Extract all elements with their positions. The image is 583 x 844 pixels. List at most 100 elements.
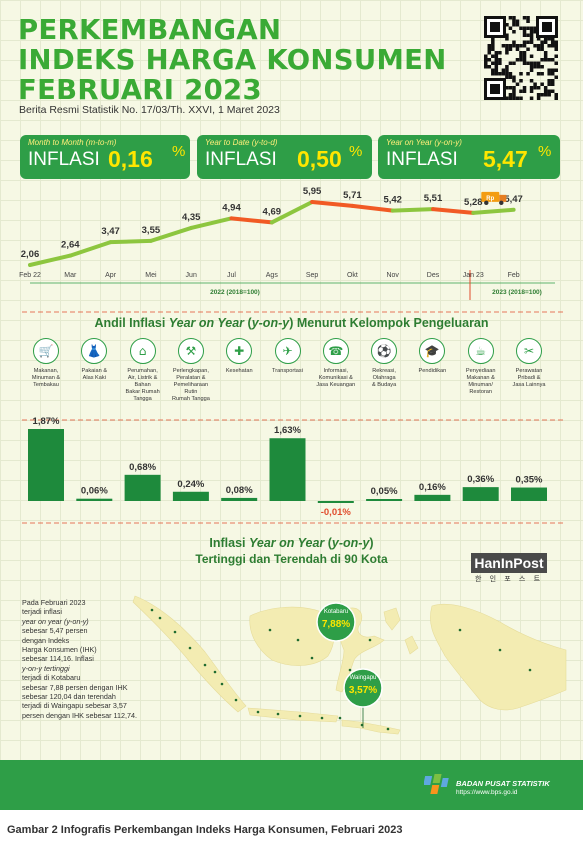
title-part: ) Menurut Kelompok Pengeluaran [289,316,489,330]
category-item: ☎ Informasi, Komunikasi & Jasa Keuangan [314,338,358,389]
bar [172,491,209,501]
highest-city-name: Kotabaru [324,609,348,615]
point-label: 4,94 [222,202,241,213]
bar [76,498,113,501]
paragraph-line: terjadi inflasi [22,607,62,617]
bar [462,487,499,501]
box-value: 5,47 [483,146,528,172]
category-label: Transportasi [272,368,303,374]
x-tick-label: Jan 23 [463,272,484,279]
paragraph-line: Pada Februari 2023 [22,598,86,607]
point-label: 5,47 [504,194,523,205]
smartphone-icon: ☎ [322,338,349,364]
inflation-box-yoy: Year on Year (y-on-y) INFLASI 5,47 % [378,135,560,179]
infographic-poster: PERKEMBANGAN INDEKS HARGA KONSUMEN FEBRU… [0,0,583,810]
category-label: Kesehatan [225,368,253,374]
bar [414,494,451,501]
point-label: 3,47 [101,226,120,237]
box-label: Year to Date (y-to-d) [205,138,278,147]
box-inflasi: INFLASI [386,149,458,170]
box-value: 0,50 [297,146,342,172]
paragraph-line: y-on-y tertinggi [22,663,70,673]
box-label: Year on Year (y-on-y) [386,138,462,147]
bar [317,501,354,503]
city-dots [150,608,532,731]
bar-value-label: 0,06% [81,486,108,497]
haninpost-logo: HanInPost 한 인 포 스 트 [466,553,552,584]
title-line-1: PERKEMBANGAN [18,14,282,46]
title-line-3: FEBRUARI 2023 [18,74,262,106]
paragraph-line: sebesar 7,88 persen dengan IHK [22,682,128,692]
agency-url: https://www.bps.go.id [456,789,518,796]
indonesia-map: Kotabaru 7,88% Waingapu 3,57% [132,595,567,735]
brand-name: HanInPost [471,553,547,573]
paragraph-line: terjadi di Kotabaru [22,673,81,683]
bar-value-label: -0,01% [321,507,352,518]
x-tick-label: Ags [266,272,279,279]
paragraph-line: terjadi di Waingapu sebesar 3,57 [22,701,127,711]
box-pct: % [538,143,552,160]
x-tick-label: Jul [227,272,236,279]
title-part-italic: Year on Year [168,316,245,330]
bar-value-label: 1,63% [274,425,301,436]
inflation-line-chart: 2,06 Feb 22 2,64 Mar 3,47 Apr 3,55 Mei 4,35 Jun 4,… [19,186,555,300]
title-part: ( [324,536,332,550]
box-value: 0,16 [108,146,153,172]
subtitle: Berita Resmi Statistik No. 17/03/Th. XXV… [19,104,280,116]
footer-band [0,760,583,810]
x-tick-label: Jun [186,272,197,279]
title-part-italic: Year on Year [249,536,325,550]
agency-name: BADAN PUSAT STATISTIK [456,779,550,788]
category-item: ✚ Kesehatan [217,338,261,375]
category-item: ☕ Penyediaan Makanan & Minuman/Restoran [459,338,503,396]
paragraph-line: Harga Konsumen (IHK) [22,645,97,655]
paragraph-line: sebesar 120,04 dan terendah [22,692,116,702]
point-label: 3,55 [142,225,161,236]
title-part: ) [369,536,374,550]
paragraph-line: dengan Indeks [22,635,70,645]
title-part: ( [244,316,252,330]
category-item: 👗 Pakaian & Alas Kaki [72,338,116,382]
paragraph-line: year on year (y-on-y) [22,616,89,626]
line-segment [28,253,73,267]
point-label: 4,35 [182,212,201,223]
brand-sub: 한 인 포 스 트 [474,575,544,583]
tools-icon: ⚒ [177,338,204,364]
x-tick-label: Feb [508,272,520,279]
x-tick-label: Mei [145,272,157,279]
bar-value-label: 0,08% [226,485,253,496]
x-tick-label: Mar [64,272,77,279]
bar [124,474,161,501]
category-label: Perumahan, Air, Listrik & Bahan Bakar Rumah… [125,368,160,402]
bar-value-label: 0,24% [177,479,204,490]
category-label: Makanan, Minuman & Tembakau [31,368,61,388]
contribution-chart-title: Andil Inflasi Year on Year (y-on-y) Menu… [0,316,583,330]
food-service-icon: ☕ [467,338,494,364]
bps-logo-icon [424,774,449,794]
bar [221,497,258,501]
bar-value-label: 1,87% [33,416,60,427]
lowest-city-name: Waingapu [350,675,377,681]
paragraph-line: sebesar 114,16. Inflasi [22,654,94,664]
bar-value-label: 0,16% [419,482,446,493]
point-label: 4,69 [263,206,282,217]
period-label-2023: 2023 (2018=100) [492,289,542,296]
line-segment [350,203,395,213]
figure-caption: Gambar 2 Infografis Perkembangan Indeks … [7,824,403,836]
line-segment [471,207,516,215]
lowest-city-marker [343,668,383,708]
truck-label: Rp [486,196,494,202]
category-item: ⌂ Perumahan, Air, Listrik & Bahan Bakar Ruma… [121,338,165,403]
period-label-2022: 2022 (2018=100) [210,289,260,296]
basket-icon: 🛒 [33,338,59,364]
title-part: Inflasi [209,536,249,550]
line-segment [68,240,113,258]
line-segment [390,207,435,213]
city-inflation-subtitle: Tertinggi dan Terendah di 90 Kota [195,552,388,566]
x-tick-label: Des [427,272,440,279]
airplane-icon: ✈ [274,338,301,364]
line-segment [229,216,274,225]
category-label: Perlengkapan, Peralatan & Pemeliharaan Ruti… [171,368,210,402]
category-label: Perawatan Pribadi & Jasa Lainnya [512,368,546,388]
bar-value-label: 0,36% [467,474,494,485]
